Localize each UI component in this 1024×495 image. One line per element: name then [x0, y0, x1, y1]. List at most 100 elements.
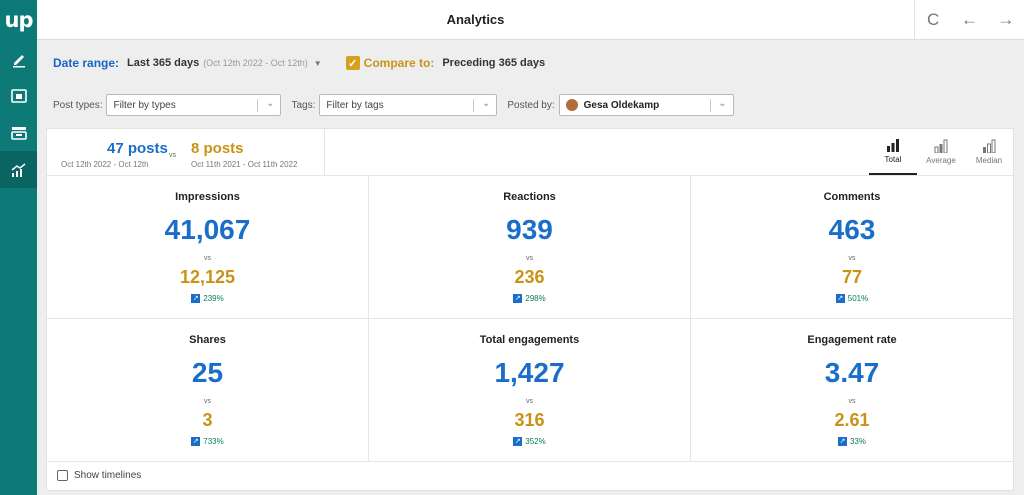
sidebar: up [0, 0, 37, 495]
compare-post-count: 8 posts [191, 140, 244, 157]
metric-change-value: 733% [203, 437, 224, 446]
metric-compare-value: 77 [841, 267, 863, 287]
metric-value: 463 [828, 214, 876, 245]
sidebar-item-compose[interactable] [0, 40, 37, 77]
post-count-summary: 47 posts Oct 12th 2022 - Oct 12th vs 8 p… [47, 129, 325, 175]
analytics-icon [11, 162, 25, 177]
metric-vs: vs [204, 398, 211, 405]
title-bar: Analytics C ← → [37, 0, 1024, 40]
chevron-down-icon: ⌄ [266, 98, 275, 109]
metric-change-value: 33% [849, 437, 866, 446]
metric-change: ↗ 733% [47, 437, 368, 446]
bar-chart-icon [983, 139, 996, 153]
card-header: 47 posts Oct 12th 2022 - Oct 12th vs 8 p… [47, 129, 1013, 176]
metric-value: 939 [506, 214, 553, 245]
date-range-label: Date range: [53, 56, 120, 70]
trend-up-icon: ↗ [835, 294, 845, 303]
sidebar-item-analytics[interactable] [0, 151, 37, 188]
metric-compare-value: 2.61 [834, 410, 870, 430]
posted-by-label: Posted by: [507, 99, 555, 111]
sidebar-item-calendar[interactable] [0, 77, 37, 114]
primary-date-range: Oct 12th 2022 - Oct 12th [61, 160, 149, 169]
compare-date-range: Oct 11th 2021 - Oct 11th 2022 [191, 160, 298, 169]
bar-chart-icon [934, 139, 948, 153]
metric-vs: vs [204, 255, 211, 262]
show-timelines-label[interactable]: Show timelines [74, 469, 142, 481]
metric-compare-value: 3 [202, 410, 213, 430]
analytics-card: 47 posts Oct 12th 2022 - Oct 12th vs 8 p… [46, 128, 1014, 491]
metric-total-engagements: Total engagements 1,427 vs 316 ↗ 352% [369, 319, 691, 462]
title-actions: C ← → [914, 0, 1024, 40]
metric-change: ↗ 298% [369, 294, 690, 303]
bar-chart-icon [887, 139, 899, 152]
refresh-icon[interactable]: C [927, 10, 940, 29]
avatar [565, 99, 578, 111]
metric-change: ↗ 33% [691, 437, 1013, 446]
metric-value: 41,067 [164, 214, 251, 245]
tab-label: Average [926, 156, 956, 165]
post-types-select[interactable]: Filter by types ⌄ [106, 94, 282, 116]
sidebar-item-inbox[interactable] [0, 114, 37, 151]
posted-by-value: Gesa Oldekamp [583, 99, 660, 111]
filter-row: Post types: Filter by types ⌄ Tags: Filt… [53, 93, 734, 117]
tab-average[interactable]: Average [917, 129, 965, 175]
show-timelines-checkbox[interactable] [57, 469, 68, 481]
post-types-placeholder: Filter by types [113, 99, 176, 111]
chevron-down-icon: ⌄ [718, 98, 727, 109]
date-range-row: Date range: Last 365 days (Oct 12th 2022… [53, 52, 545, 74]
metric-name: Engagement rate [807, 334, 897, 346]
metric-value: 25 [191, 357, 224, 388]
compare-value[interactable]: Preceding 365 days [442, 57, 546, 69]
tags-select[interactable]: Filter by tags ⌄ [319, 94, 498, 116]
app-logo[interactable]: up [4, 8, 34, 32]
edit-icon [12, 54, 25, 67]
card-footer: Show timelines [47, 460, 1013, 490]
metric-name: Comments [823, 191, 881, 203]
metrics-grid: Impressions 41,067 vs 12,125 ↗ 239% React… [47, 176, 1013, 462]
metric-comments: Comments 463 vs 77 ↗ 501% [691, 176, 1013, 319]
forward-arrow-icon[interactable]: → [997, 10, 1015, 29]
metric-vs: vs [848, 255, 856, 262]
metric-vs: vs [526, 398, 533, 405]
aggregation-tabs: Total Average Median [869, 129, 1013, 175]
chevron-down-icon: ⌄ [481, 98, 491, 109]
inbox-icon [10, 126, 27, 140]
trend-up-icon: ↗ [837, 437, 847, 446]
compare-checkbox[interactable]: ✓ [345, 56, 360, 70]
metric-change: ↗ 352% [369, 437, 690, 446]
tab-median[interactable]: Median [965, 129, 1013, 175]
metric-change-value: 298% [525, 294, 546, 303]
metric-change: ↗ 501% [691, 294, 1013, 303]
compare-label: Compare to: [363, 56, 435, 70]
metric-vs: vs [526, 255, 533, 262]
metric-change: ↗ 239% [47, 294, 368, 303]
metric-value: 1,427 [494, 357, 565, 388]
posted-by-select[interactable]: Gesa Oldekamp ⌄ [558, 94, 734, 116]
date-range-value[interactable]: Last 365 days [127, 57, 200, 69]
calendar-icon [10, 88, 27, 103]
trend-up-icon: ↗ [191, 437, 201, 446]
trend-up-icon: ↗ [513, 294, 523, 303]
date-range-sub: (Oct 12th 2022 - Oct 12th) [203, 58, 308, 68]
metric-name: Total engagements [479, 334, 580, 346]
tab-label: Median [975, 156, 1003, 165]
tags-label: Tags: [291, 99, 316, 111]
trend-up-icon: ↗ [513, 437, 523, 446]
page-title: Analytics [446, 12, 505, 27]
tab-label: Total [884, 155, 902, 164]
metric-compare-value: 236 [514, 267, 545, 287]
metric-change-value: 501% [847, 294, 869, 303]
back-arrow-icon[interactable]: ← [960, 10, 978, 29]
tags-placeholder: Filter by tags [326, 99, 384, 111]
chevron-down-icon[interactable]: ▼ [313, 58, 322, 68]
metric-value: 3.47 [824, 357, 880, 388]
metric-name: Reactions [503, 191, 556, 203]
metric-impressions: Impressions 41,067 vs 12,125 ↗ 239% [47, 176, 369, 319]
metric-name: Impressions [175, 191, 240, 203]
metric-vs: vs [848, 398, 856, 405]
metric-compare-value: 316 [514, 410, 545, 430]
trend-up-icon: ↗ [191, 294, 201, 303]
metric-engagement-rate: Engagement rate 3.47 vs 2.61 ↗ 33% [691, 319, 1013, 462]
primary-post-count: 47 posts [107, 140, 168, 157]
tab-total[interactable]: Total [869, 129, 917, 175]
